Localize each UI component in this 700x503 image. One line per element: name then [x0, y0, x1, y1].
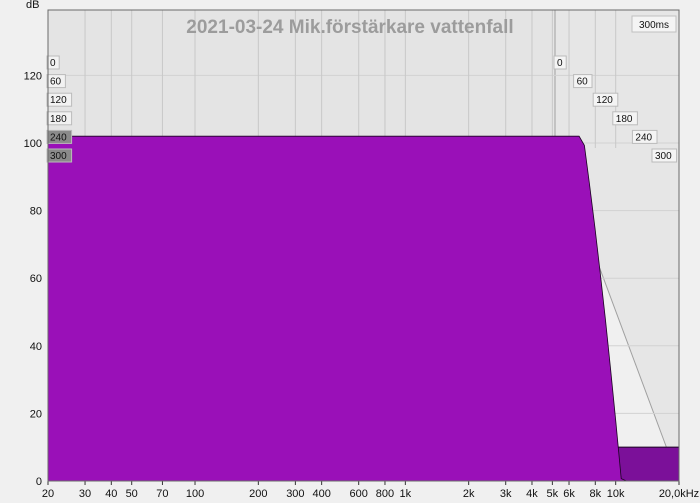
time-tick-label-right: 240 [635, 132, 652, 143]
chart-title: 2021-03-24 Mik.förstärkare vattenfall [186, 17, 513, 38]
time-tick-label-right: 60 [577, 77, 589, 88]
x-tick-label: 30 [79, 488, 91, 500]
time-tick-box-left [46, 129, 73, 144]
y-tick-label: 60 [30, 273, 42, 285]
time-tick-label-right: 0 [557, 58, 563, 69]
time-tick-box-right [631, 129, 658, 144]
time-tick-box-right [651, 148, 678, 163]
y-tick-label: 20 [30, 408, 42, 420]
time-tick-box-right [553, 55, 567, 70]
x-tick-label: 8k [589, 488, 601, 500]
waterfall-slices [47, 135, 680, 482]
time-tick-box-left [46, 148, 73, 163]
y-tick-label: 100 [24, 138, 42, 150]
x-tick-label: 300 [286, 488, 304, 500]
x-tick-label: 10k [607, 488, 625, 500]
x-tick-label: 400 [312, 488, 330, 500]
time-tick-label-left: 300 [50, 151, 67, 162]
x-tick-label: 3k [500, 488, 512, 500]
time-tick-label-right: 120 [596, 95, 613, 106]
time-tick-box-left [46, 111, 73, 126]
y-tick-label: 40 [30, 341, 42, 353]
y-axis-ticks: 0 20 40 60 80 100 120 [24, 70, 42, 488]
time-tick-label-left: 120 [50, 95, 67, 106]
time-tick-label-right: 300 [655, 151, 672, 162]
time-tick-box-right [573, 74, 593, 89]
time-tick-box-right [612, 111, 638, 126]
time-axis-label: 300ms [639, 20, 669, 31]
x-tick-label: 800 [376, 488, 394, 500]
time-tick-label-left: 0 [50, 58, 56, 69]
x-tick-label: 600 [350, 488, 368, 500]
x-tick-label: 1k [400, 488, 412, 500]
x-axis-ticks: 20 30 40 50 70 100 200 300 400 600 800 1k 2k 3k 4k 5k 6k… [42, 481, 699, 500]
time-axis-label-box [631, 15, 677, 33]
x-tick-label: 100 [186, 488, 204, 500]
x-tick-label: 50 [126, 488, 138, 500]
waterfall-slice [47, 135, 679, 482]
x-tick-label: 6k [563, 488, 575, 500]
y-axis-label: dB [26, 0, 39, 11]
time-tick-label-left: 180 [50, 114, 67, 125]
x-tick-label: 200 [249, 488, 267, 500]
y-tick-label: 80 [30, 206, 42, 218]
x-tick-label: 20,0kHz [659, 488, 699, 500]
x-tick-label: 5k [547, 488, 559, 500]
x-tick-label: 4k [526, 488, 538, 500]
y-tick-label: 0 [36, 476, 42, 488]
time-tick-box-right [592, 92, 619, 107]
x-tick-label: 2k [463, 488, 475, 500]
time-tick-label-right: 180 [616, 114, 633, 125]
x-tick-label: 20 [42, 488, 54, 500]
x-tick-label: 40 [105, 488, 117, 500]
y-tick-label: 120 [24, 70, 42, 82]
time-tick-box-left [46, 74, 66, 89]
x-tick-label: 70 [156, 488, 168, 500]
time-tick-box-left [46, 92, 73, 107]
time-tick-label-left: 60 [50, 77, 62, 88]
time-tick-label-left: 240 [50, 132, 67, 143]
time-tick-box-left [46, 55, 60, 70]
plot-frame [47, 9, 680, 482]
